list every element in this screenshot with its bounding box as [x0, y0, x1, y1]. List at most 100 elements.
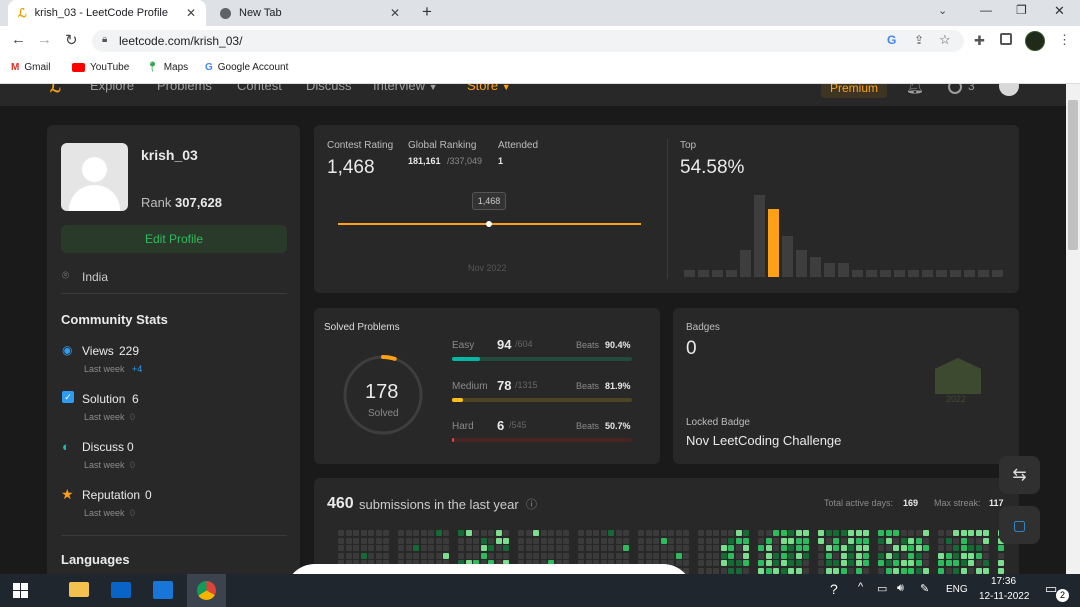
heatmap-cell[interactable]: [585, 545, 592, 551]
heatmap-cell[interactable]: [915, 530, 922, 536]
heatmap-cell[interactable]: [443, 552, 449, 559]
heatmap-cell[interactable]: [975, 567, 982, 574]
heatmap-cell[interactable]: [540, 530, 547, 536]
heatmap-cell[interactable]: [548, 560, 554, 566]
user-avatar-icon[interactable]: [999, 84, 1019, 96]
heatmap-cell[interactable]: [818, 530, 824, 536]
heatmap-cell[interactable]: [728, 545, 734, 551]
heatmap-cell[interactable]: [855, 530, 862, 536]
locked-badge-icon[interactable]: 2022: [935, 358, 981, 404]
nav-interview[interactable]: Interview ▼: [373, 84, 438, 93]
heatmap-cell[interactable]: [975, 560, 982, 566]
heatmap-cell[interactable]: [833, 567, 839, 574]
heatmap-cell[interactable]: [825, 530, 832, 536]
heatmap-cell[interactable]: [593, 530, 599, 536]
heatmap-cell[interactable]: [585, 530, 592, 536]
heatmap-cell[interactable]: [713, 567, 719, 574]
heatmap-cell[interactable]: [983, 567, 989, 574]
heatmap-cell[interactable]: [480, 537, 487, 544]
heatmap-cell[interactable]: [480, 560, 487, 566]
heatmap-cell[interactable]: [908, 560, 914, 566]
heatmap-cell[interactable]: [585, 552, 592, 559]
heatmap-cell[interactable]: [743, 530, 749, 536]
heatmap-cell[interactable]: [803, 560, 809, 566]
heatmap-cell[interactable]: [960, 560, 967, 566]
heatmap-cell[interactable]: [675, 560, 682, 566]
heatmap-cell[interactable]: [405, 530, 412, 536]
heatmap-cell[interactable]: [338, 560, 344, 566]
heatmap-cell[interactable]: [555, 537, 562, 544]
heatmap-cell[interactable]: [608, 530, 614, 536]
heatmap-cell[interactable]: [893, 567, 899, 574]
heatmap-cell[interactable]: [735, 552, 742, 559]
heatmap-cell[interactable]: [893, 530, 899, 536]
heatmap-cell[interactable]: [908, 552, 914, 559]
heatmap-cell[interactable]: [563, 530, 569, 536]
help-icon[interactable]: ?: [830, 581, 838, 597]
heatmap-cell[interactable]: [683, 552, 689, 559]
heatmap-cell[interactable]: [923, 530, 929, 536]
forward-icon[interactable]: →: [37, 31, 52, 48]
heatmap-cell[interactable]: [375, 537, 382, 544]
heatmap-cell[interactable]: [548, 537, 554, 544]
heatmap-cell[interactable]: [435, 560, 442, 566]
heatmap-cell[interactable]: [705, 560, 712, 566]
heatmap-cell[interactable]: [735, 567, 742, 574]
heatmap-cell[interactable]: [780, 545, 787, 551]
nav-explore[interactable]: Explore: [90, 84, 135, 93]
heatmap-cell[interactable]: [578, 552, 584, 559]
heatmap-cell[interactable]: [668, 545, 674, 551]
heatmap-cell[interactable]: [338, 530, 344, 536]
heatmap-cell[interactable]: [938, 560, 944, 566]
rating-point[interactable]: [486, 221, 492, 227]
heatmap-cell[interactable]: [833, 545, 839, 551]
heatmap-cell[interactable]: [698, 552, 704, 559]
heatmap-cell[interactable]: [615, 537, 622, 544]
heatmap-cell[interactable]: [428, 552, 434, 559]
heatmap-cell[interactable]: [428, 537, 434, 544]
heatmap-cell[interactable]: [795, 530, 802, 536]
heatmap-cell[interactable]: [945, 537, 952, 544]
heatmap-cell[interactable]: [825, 567, 832, 574]
heatmap-cell[interactable]: [840, 552, 847, 559]
heatmap-cell[interactable]: [713, 545, 719, 551]
heatmap-cell[interactable]: [983, 530, 989, 536]
bookmark-gmail[interactable]: M Gmail: [11, 62, 51, 73]
heatmap-cell[interactable]: [803, 567, 809, 574]
heatmap-cell[interactable]: [953, 530, 959, 536]
streak-icon[interactable]: [948, 84, 962, 94]
heatmap-cell[interactable]: [773, 545, 779, 551]
clock-date[interactable]: 12-11-2022: [979, 591, 1030, 602]
heatmap-cell[interactable]: [968, 537, 974, 544]
notification-bell-icon[interactable]: 🔔︎: [906, 84, 924, 94]
bookmark-google-account[interactable]: G Google Account: [205, 62, 289, 73]
heatmap-cell[interactable]: [893, 537, 899, 544]
heatmap-cell[interactable]: [443, 545, 449, 551]
heatmap-cell[interactable]: [578, 545, 584, 551]
heatmap-cell[interactable]: [495, 545, 502, 551]
heatmap-cell[interactable]: [998, 545, 1004, 551]
tab-search-icon[interactable]: ⌄: [938, 5, 948, 17]
heatmap-cell[interactable]: [818, 560, 824, 566]
heatmap-cell[interactable]: [735, 537, 742, 544]
heatmap-cell[interactable]: [788, 552, 794, 559]
heatmap-cell[interactable]: [353, 560, 359, 566]
heatmap-cell[interactable]: [983, 545, 989, 551]
back-icon[interactable]: ←: [11, 31, 26, 48]
heatmap-cell[interactable]: [495, 560, 502, 566]
heatmap-cell[interactable]: [465, 537, 472, 544]
close-window-icon[interactable]: ✕: [1054, 3, 1065, 18]
heatmap-cell[interactable]: [675, 552, 682, 559]
heatmap-cell[interactable]: [968, 545, 974, 551]
notification-center-icon[interactable]: ▭: [1045, 581, 1058, 596]
heatmap-cell[interactable]: [900, 545, 907, 551]
heatmap-cell[interactable]: [345, 545, 352, 551]
heatmap-cell[interactable]: [713, 552, 719, 559]
edit-profile-button[interactable]: Edit Profile: [61, 225, 287, 253]
heatmap-cell[interactable]: [615, 552, 622, 559]
heatmap-cell[interactable]: [360, 530, 367, 536]
heatmap-cell[interactable]: [645, 530, 652, 536]
heatmap-cell[interactable]: [615, 545, 622, 551]
nav-store[interactable]: Store ▼: [467, 84, 511, 93]
heatmap-cell[interactable]: [885, 545, 892, 551]
